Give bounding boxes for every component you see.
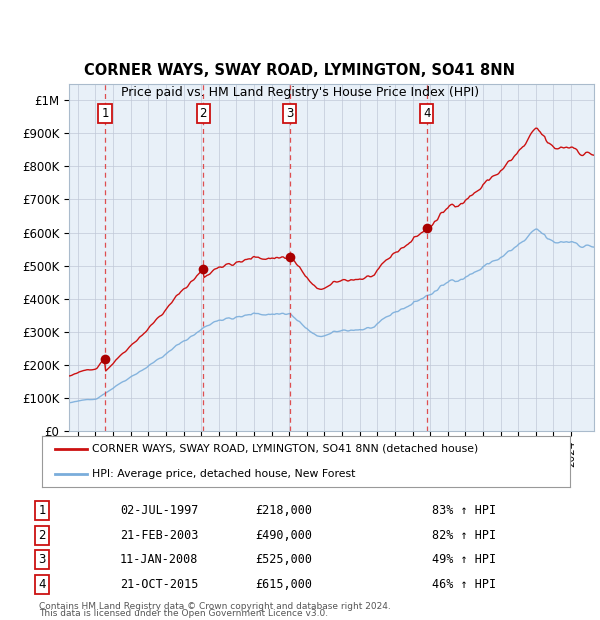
Text: 21-FEB-2003: 21-FEB-2003 xyxy=(120,529,199,541)
Text: 02-JUL-1997: 02-JUL-1997 xyxy=(120,504,199,516)
Text: 3: 3 xyxy=(38,554,46,566)
Text: HPI: Average price, detached house, New Forest: HPI: Average price, detached house, New … xyxy=(92,469,356,479)
Text: 1: 1 xyxy=(101,107,109,120)
Text: 46% ↑ HPI: 46% ↑ HPI xyxy=(432,578,496,591)
Text: CORNER WAYS, SWAY ROAD, LYMINGTON, SO41 8NN (detached house): CORNER WAYS, SWAY ROAD, LYMINGTON, SO41 … xyxy=(92,443,478,454)
Text: Price paid vs. HM Land Registry's House Price Index (HPI): Price paid vs. HM Land Registry's House … xyxy=(121,86,479,99)
Text: 2: 2 xyxy=(199,107,207,120)
Text: 49% ↑ HPI: 49% ↑ HPI xyxy=(432,554,496,566)
Text: 3: 3 xyxy=(286,107,293,120)
Text: 1: 1 xyxy=(38,504,46,516)
Text: 83% ↑ HPI: 83% ↑ HPI xyxy=(432,504,496,516)
Text: £615,000: £615,000 xyxy=(255,578,312,591)
Text: CORNER WAYS, SWAY ROAD, LYMINGTON, SO41 8NN: CORNER WAYS, SWAY ROAD, LYMINGTON, SO41 … xyxy=(85,63,515,78)
Text: £490,000: £490,000 xyxy=(255,529,312,541)
Text: Contains HM Land Registry data © Crown copyright and database right 2024.: Contains HM Land Registry data © Crown c… xyxy=(39,602,391,611)
Text: £525,000: £525,000 xyxy=(255,554,312,566)
Text: 4: 4 xyxy=(423,107,430,120)
Text: 2: 2 xyxy=(38,529,46,541)
Text: 21-OCT-2015: 21-OCT-2015 xyxy=(120,578,199,591)
Text: This data is licensed under the Open Government Licence v3.0.: This data is licensed under the Open Gov… xyxy=(39,609,328,618)
Text: £218,000: £218,000 xyxy=(255,504,312,516)
Text: 11-JAN-2008: 11-JAN-2008 xyxy=(120,554,199,566)
Text: 4: 4 xyxy=(38,578,46,591)
Text: 82% ↑ HPI: 82% ↑ HPI xyxy=(432,529,496,541)
